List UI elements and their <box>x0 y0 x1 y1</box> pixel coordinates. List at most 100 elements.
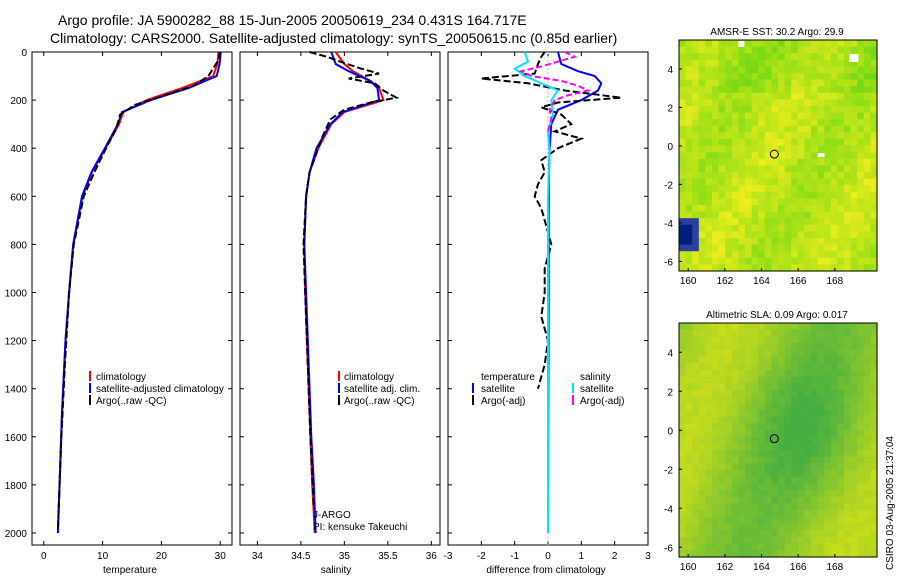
sla_map-ytick-3: 0 <box>667 426 673 437</box>
sst_map-xtick-2: 164 <box>753 276 770 287</box>
legend-swatch-argo <box>89 395 91 405</box>
sla_map-ytick-0: -6 <box>664 543 673 554</box>
legend-temperature-header: temperature <box>481 372 535 383</box>
sla_map-ytick-2: -2 <box>664 465 673 476</box>
difference-xtick-label-2: -1 <box>510 551 519 562</box>
temperature-panel: 0 10 20 30 0 200 400 600 800 1000 1200 1400 1600 1800… <box>5 48 233 576</box>
difference-series-3 <box>518 51 591 132</box>
legend-sal-argo: Argo(..raw -QC) <box>344 396 415 407</box>
sst_map-ytick-2: -2 <box>664 180 673 191</box>
legend-salinity-header: salinity <box>580 372 611 383</box>
sst_map-ytick-1: -4 <box>664 219 673 230</box>
salinity-xlabel: salinity <box>321 565 352 576</box>
depth-tick-label-10: 2000 <box>5 529 28 540</box>
legend-swatch-sal-satellite <box>338 383 340 393</box>
sst_map-ytick-0: -6 <box>664 257 673 268</box>
temperature-series-2 <box>56 51 221 531</box>
float-pi: PI: kensuke Takeuchi <box>313 522 407 533</box>
temperature-series <box>56 51 222 534</box>
difference-series <box>481 51 622 534</box>
temperature-xtick-label-0: 0 <box>41 551 47 562</box>
difference-xtick-label-0: -3 <box>444 551 453 562</box>
sla_map-xtick-2: 164 <box>753 562 770 573</box>
sst_map-xtick-1: 162 <box>716 276 733 287</box>
depth-tick-label-5: 1000 <box>5 288 28 299</box>
sst-map-title: AMSR-E SST: 30.2 Argo: 29.9 <box>710 27 844 38</box>
salinity-series-2 <box>302 51 400 509</box>
sla_map-ytick-1: -4 <box>664 504 673 515</box>
sla_map-xtick-0: 160 <box>680 562 697 573</box>
legend-temp-satellite: satellite <box>481 384 515 395</box>
legend-swatch-temp-argo <box>472 395 474 405</box>
salinity-axis: 34 34.5 35 35.5 36 <box>240 51 440 562</box>
sst_map-xtick-4: 168 <box>826 276 843 287</box>
sst_map-xtick-3: 166 <box>790 276 807 287</box>
climatology-subtitle: Climatology: CARS2000. Satellite-adjuste… <box>50 30 617 46</box>
float-program: J-ARGO <box>313 510 351 521</box>
sst_map-ytick-5: 4 <box>667 65 673 76</box>
legend-swatch-sal-argo-diff <box>572 395 574 405</box>
temperature-legend: climatology satellite-adjusted climatolo… <box>89 371 224 407</box>
depth-tick-label-0: 0 <box>21 48 27 59</box>
temperature-axis: 0 10 20 30 0 200 400 600 800 1000 1200 1400 1600 1800… <box>5 48 232 562</box>
sla-map-title: Altimetric SLA: 0.09 Argo: 0.017 <box>706 310 848 321</box>
difference-legend: temperature satellite Argo(-adj) salinit… <box>472 372 624 407</box>
sla_map-ytick-4: 2 <box>667 387 673 398</box>
temperature-xlabel: temperature <box>103 565 157 576</box>
difference-xtick-label-4: 1 <box>579 551 585 562</box>
sst-map-panel: AMSR-E SST: 30.2 Argo: 29.9 160 162 164 166… <box>664 27 878 287</box>
difference-panel: -3 -2 -1 0 1 2 3 difference from climatology t… <box>444 51 651 576</box>
depth-tick-label-9: 1800 <box>5 481 28 492</box>
legend-temp-argo: Argo(-adj) <box>481 396 525 407</box>
salinity-xtick-label-2: 35 <box>339 551 351 562</box>
legend-satellite-adjusted: satellite-adjusted climatology <box>96 384 224 395</box>
temperature-xtick-label-2: 20 <box>156 551 168 562</box>
sla_map-xtick-3: 166 <box>790 562 807 573</box>
salinity-panel: 34 34.5 35 35.5 36 salinity climatology sate… <box>239 51 441 576</box>
difference-series-2 <box>512 51 560 533</box>
temperature-xtick-label-1: 10 <box>97 551 109 562</box>
depth-tick-label-1: 200 <box>10 96 27 107</box>
legend-sal-satellite-diff: satellite <box>580 384 614 395</box>
legend-sal-climatology: climatology <box>344 372 394 383</box>
difference-xlabel: difference from climatology <box>486 565 605 576</box>
depth-tick-label-3: 600 <box>10 192 27 203</box>
salinity-xtick-label-3: 35.5 <box>378 551 398 562</box>
depth-tick-label-6: 1200 <box>5 337 28 348</box>
salinity-xtick-label-4: 36 <box>426 551 438 562</box>
depth-tick-label-8: 1600 <box>5 433 28 444</box>
profile-title: Argo profile: JA 5900282_88 15-Jun-2005 … <box>58 12 527 28</box>
legend-swatch-sal-argo <box>338 395 340 405</box>
sst_map-ytick-4: 2 <box>667 103 673 114</box>
temperature-xtick-label-3: 30 <box>215 551 227 562</box>
legend-swatch-sal-satellite-diff <box>572 383 574 393</box>
legend-argo: Argo(..raw -QC) <box>96 396 167 407</box>
depth-tick-label-2: 400 <box>10 144 27 155</box>
depth-tick-label-7: 1400 <box>5 385 28 396</box>
legend-sal-argo-diff: Argo(-adj) <box>580 396 624 407</box>
legend-swatch-climatology <box>89 371 91 381</box>
sla_map-ytick-5: 4 <box>667 348 673 359</box>
sst-argo-location-marker <box>769 149 779 159</box>
sla-map-panel: Altimetric SLA: 0.09 Argo: 0.017 160 162 1… <box>664 310 878 573</box>
sst_map-xtick-0: 160 <box>680 276 697 287</box>
csiro-credit: CSIRO 03-Aug-2005 21:37:04 <box>885 436 896 570</box>
legend-climatology: climatology <box>96 372 146 383</box>
sst_map-ytick-3: 0 <box>667 142 673 153</box>
legend-swatch-sal-climatology <box>338 371 340 381</box>
difference-xtick-label-5: 2 <box>612 551 618 562</box>
sst-map-axes: 160 162 164 166 168 -6 -4 -2 0 2 4 <box>664 65 844 287</box>
sla-argo-location-marker <box>769 434 779 444</box>
sla_map-xtick-4: 168 <box>826 562 843 573</box>
depth-tick-label-4: 800 <box>10 240 27 251</box>
sla_map-xtick-1: 162 <box>716 562 733 573</box>
salinity-legend: climatology satellite adj. clim. Argo(..… <box>338 371 420 407</box>
sla-map-axes: 160 162 164 166 168 -6 -4 -2 0 2 4 <box>664 348 844 573</box>
sst-heatmap <box>679 40 878 272</box>
difference-xtick-label-1: -2 <box>477 551 486 562</box>
difference-xtick-label-3: 0 <box>545 551 551 562</box>
legend-swatch-satellite <box>89 383 91 393</box>
legend-sal-satellite: satellite adj. clim. <box>344 384 420 395</box>
salinity-series <box>302 51 400 534</box>
